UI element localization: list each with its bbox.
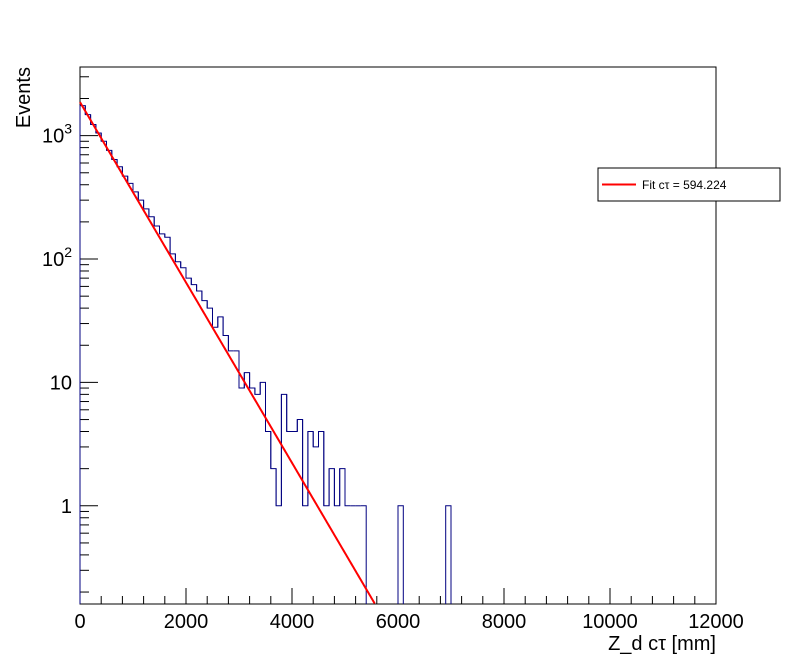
legend: Fit cτ = 594.224	[597, 167, 781, 202]
histogram-bin	[79, 105, 86, 604]
histogram-bin	[190, 278, 198, 292]
histogram-bin	[397, 505, 404, 604]
histogram-bin	[360, 505, 367, 604]
y-axis-title: Events	[13, 67, 35, 128]
x-tick-label: 6000	[376, 611, 421, 633]
histogram-bin	[445, 505, 452, 604]
histogram-bars	[79, 105, 452, 604]
histogram-bin	[217, 316, 224, 336]
histogram-bin	[201, 291, 208, 309]
histogram-bin	[333, 468, 341, 507]
histogram-bin	[254, 382, 261, 395]
axis-ticks	[79, 76, 717, 604]
x-tick-label: 4000	[270, 611, 315, 633]
histogram-bin	[227, 335, 234, 352]
y-tick-label: 103	[42, 121, 72, 148]
histogram-bin	[302, 419, 309, 507]
y-tick-labels: 1 10 102 103	[42, 121, 72, 518]
histogram-bin	[286, 394, 292, 433]
histogram-bin	[275, 394, 282, 507]
histogram-bin	[238, 350, 245, 389]
x-tick-label: 10000	[582, 611, 638, 633]
histogram-bin	[323, 431, 330, 507]
y-tick-label: 1	[61, 496, 72, 518]
histogram-bin	[296, 419, 304, 506]
histogram-bin	[344, 468, 351, 507]
histogram-bin	[196, 284, 203, 301]
legend-fit-label: Fit cτ = 594.224	[642, 178, 727, 192]
histogram-bin	[328, 468, 335, 506]
y-tick-label: 10	[50, 372, 72, 394]
fit-curve	[79, 101, 376, 604]
x-tick-labels: 0 2000 4000 6000 8000 10000 12000	[74, 611, 743, 633]
histogram-bin	[212, 308, 219, 328]
histogram-bin	[318, 431, 325, 506]
histogram-bin	[339, 468, 346, 506]
x-tick-label: 12000	[688, 611, 744, 633]
x-axis-title: Z_d cτ [mm]	[608, 633, 716, 655]
histogram-bin	[312, 431, 319, 448]
x-tick-label: 0	[74, 611, 85, 633]
histogram-bin	[259, 381, 266, 432]
x-tick-label: 2000	[164, 611, 209, 633]
x-tick-label: 8000	[482, 611, 527, 633]
y-tick-label: 102	[42, 244, 72, 271]
histogram-bin	[270, 431, 277, 506]
histogram-bin	[292, 419, 298, 433]
histogram-bin	[159, 226, 166, 238]
